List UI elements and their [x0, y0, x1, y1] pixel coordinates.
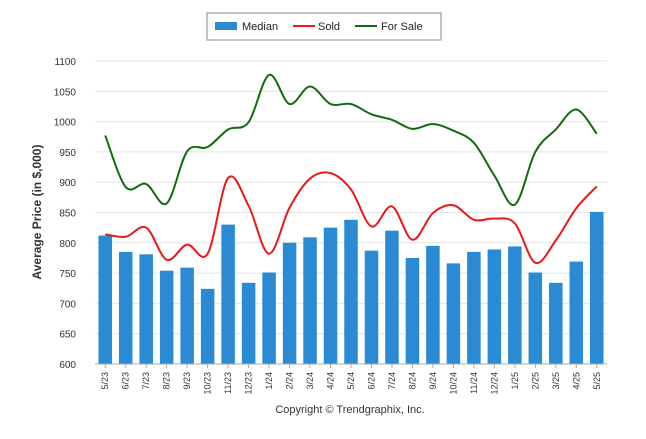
- legend: Median Sold For Sale: [206, 12, 442, 41]
- y-tick-label: 750: [59, 269, 76, 280]
- legend-swatch-median: [215, 22, 237, 30]
- median-bar: [344, 219, 358, 364]
- y-tick-label: 700: [59, 299, 76, 310]
- y-tick-label: 800: [59, 239, 76, 250]
- legend-label-sold: Sold: [318, 21, 340, 33]
- median-bar: [549, 282, 563, 364]
- median-bar: [200, 288, 215, 364]
- median-bar: [262, 272, 276, 364]
- y-tick-label: 600: [59, 360, 76, 371]
- x-tick-label: 6/23: [121, 372, 131, 390]
- for-sale-line: [104, 73, 598, 206]
- median-bar: [139, 254, 153, 364]
- x-tick-label: 2/24: [285, 372, 295, 390]
- median-bars: [98, 211, 604, 364]
- y-tick-label: 1100: [54, 57, 76, 68]
- x-tick-label: 5/25: [592, 372, 602, 390]
- legend-box: [206, 12, 442, 41]
- x-tick-label: 1/25: [510, 372, 520, 390]
- x-tick-label: 7/23: [141, 372, 151, 390]
- y-tick-label: 1050: [54, 87, 77, 98]
- y-tick-label: 1000: [54, 118, 77, 129]
- x-tick-label: 3/24: [305, 372, 315, 390]
- median-bar: [446, 263, 461, 364]
- median-bar: [385, 230, 399, 364]
- y-tick-label: 850: [59, 209, 76, 220]
- x-tick-label: 6/24: [366, 372, 376, 390]
- median-bar: [221, 224, 235, 364]
- median-bar: [180, 267, 194, 364]
- copyright-footer: Copyright © Trendgraphix, Inc.: [275, 404, 424, 416]
- x-tick-label: 10/23: [203, 372, 213, 395]
- x-tick-label: 4/24: [326, 372, 336, 390]
- y-tick-label: 900: [59, 178, 76, 189]
- x-tick-label: 12/23: [244, 372, 254, 395]
- x-tick-label: 8/24: [407, 372, 417, 390]
- y-axis-label: Average Price (in $,000): [30, 145, 44, 280]
- y-tick-label: 950: [59, 148, 76, 159]
- x-tick-label: 11/23: [223, 372, 233, 394]
- x-tick-label: 5/24: [346, 372, 356, 390]
- trend-lines: [104, 73, 598, 265]
- x-tick-label: 4/25: [571, 372, 581, 390]
- x-tick-label: 8/23: [162, 372, 172, 390]
- x-tick-label: 3/25: [551, 372, 561, 390]
- median-bar: [528, 272, 543, 364]
- x-tick-label: 11/24: [469, 372, 479, 394]
- x-tick-label: 9/24: [428, 372, 438, 390]
- x-tick-label: 2/25: [530, 372, 540, 390]
- x-tick-label: 7/24: [387, 372, 397, 390]
- median-bar: [467, 251, 481, 364]
- median-bar: [282, 242, 297, 364]
- median-bar: [118, 251, 133, 364]
- median-bar: [487, 249, 502, 364]
- median-bar: [303, 237, 317, 364]
- legend-label-median: Median: [242, 21, 278, 33]
- median-bar: [98, 235, 112, 364]
- y-tick-label: 650: [59, 330, 76, 341]
- median-bar: [364, 250, 379, 364]
- legend-label-for-sale: For Sale: [381, 21, 423, 33]
- x-tick-label: 12/24: [489, 372, 499, 395]
- x-tick-label: 5/23: [100, 372, 110, 390]
- median-bar: [590, 211, 604, 364]
- x-tick-label: 9/23: [182, 372, 192, 390]
- x-tick-label: 10/24: [448, 372, 458, 395]
- median-bar: [426, 245, 440, 364]
- median-bar: [159, 270, 174, 364]
- median-bar: [323, 227, 338, 364]
- x-tick-label: 1/24: [264, 372, 274, 390]
- median-bar: [405, 257, 420, 364]
- y-axis-ticks: 600 650 700 750 800 850 900 950 1000 1050 1100: [54, 57, 77, 371]
- median-bar: [569, 261, 584, 364]
- sold-line: [105, 171, 598, 265]
- median-bar: [508, 246, 522, 364]
- median-bar: [241, 282, 256, 364]
- x-axis-ticks: 5/23 6/23 7/23 8/23 9/23 10/23 11/23 12/23 1/24 2…: [100, 364, 602, 395]
